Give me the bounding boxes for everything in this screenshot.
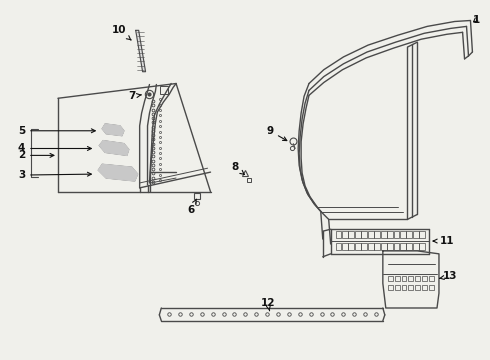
Bar [388, 285, 392, 290]
Bar [361, 231, 367, 238]
Bar [419, 243, 425, 250]
Bar [422, 285, 427, 290]
Text: 1: 1 [473, 14, 480, 24]
Bar [336, 231, 342, 238]
Bar [348, 231, 354, 238]
Text: 13: 13 [440, 271, 457, 282]
Polygon shape [99, 141, 129, 156]
Text: 10: 10 [112, 25, 131, 40]
Bar [381, 231, 387, 238]
Bar [387, 243, 393, 250]
Polygon shape [136, 30, 146, 72]
Bar [388, 276, 392, 282]
Text: 12: 12 [260, 298, 275, 311]
Bar [355, 231, 361, 238]
Text: 4: 4 [18, 144, 91, 153]
Text: 11: 11 [433, 236, 454, 246]
Bar [419, 231, 425, 238]
Bar [413, 231, 419, 238]
Text: 2: 2 [18, 150, 54, 161]
Bar [336, 243, 342, 250]
Bar [400, 231, 406, 238]
Bar [394, 276, 399, 282]
Bar [368, 231, 374, 238]
Bar [381, 243, 387, 250]
Bar [348, 243, 354, 250]
Bar [387, 231, 393, 238]
Bar [374, 243, 380, 250]
Bar [401, 276, 407, 282]
Bar [406, 243, 412, 250]
Bar [393, 243, 399, 250]
Bar [368, 243, 374, 250]
Bar [342, 231, 348, 238]
Bar [413, 243, 419, 250]
Bar [374, 231, 380, 238]
Bar [406, 231, 412, 238]
Bar [400, 243, 406, 250]
Text: 5: 5 [18, 126, 95, 136]
Bar [393, 231, 399, 238]
Bar [355, 243, 361, 250]
Text: 8: 8 [232, 162, 244, 174]
Bar [409, 285, 414, 290]
Polygon shape [102, 124, 124, 136]
Text: 7: 7 [128, 91, 141, 101]
Polygon shape [98, 164, 138, 181]
Bar [342, 243, 348, 250]
Bar [409, 276, 414, 282]
Bar [429, 276, 434, 282]
Bar [416, 285, 420, 290]
Text: 3: 3 [18, 170, 91, 180]
Bar [394, 285, 399, 290]
Bar [429, 285, 434, 290]
Bar [416, 276, 420, 282]
Text: 9: 9 [266, 126, 287, 141]
Bar [361, 243, 367, 250]
Bar [160, 86, 168, 94]
Bar [422, 276, 427, 282]
Text: 6: 6 [187, 199, 196, 215]
Bar [401, 285, 407, 290]
